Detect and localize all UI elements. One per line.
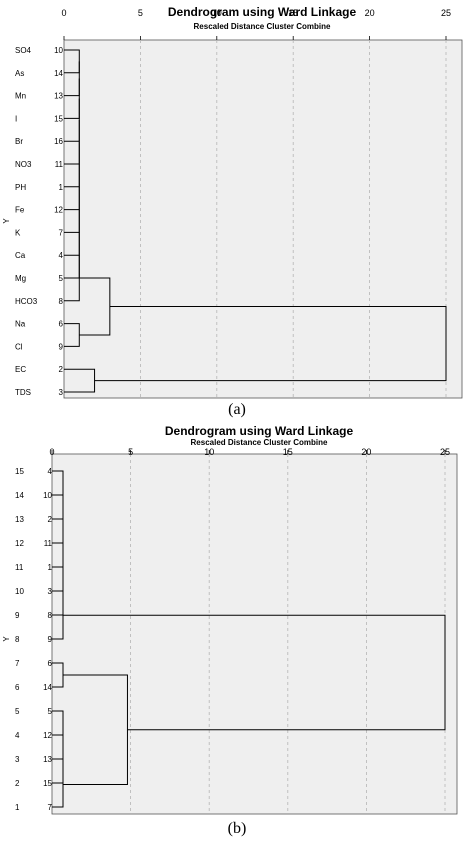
chart-title: Dendrogram using Ward Linkage: [168, 5, 357, 19]
leaf-name-label: HCO3: [15, 297, 38, 306]
leaf-name-label: Mg: [15, 274, 26, 283]
x-tick-label: 15: [288, 8, 298, 18]
leaf-id-label: 9: [59, 342, 64, 351]
leaf-name-label: 13: [15, 515, 24, 524]
leaf-id-label: 7: [59, 228, 64, 237]
leaf-name-label: 3: [15, 755, 20, 764]
leaf-name-label: 7: [15, 659, 20, 668]
leaf-name-label: 1: [15, 803, 20, 812]
leaf-name-label: Na: [15, 320, 26, 329]
leaf-id-label: 2: [48, 515, 53, 524]
x-tick-label: 5: [138, 8, 143, 18]
leaf-id-label: 5: [48, 707, 53, 716]
plot-area: [63, 39, 463, 399]
x-tick-label: 10: [204, 447, 214, 457]
y-axis-label: Y: [2, 218, 11, 224]
leaf-name-label: 6: [15, 683, 20, 692]
x-tick-label: 25: [440, 447, 450, 457]
leaf-name-label: 8: [15, 635, 20, 644]
dendrogram-link: [64, 255, 80, 302]
x-tick-label: 5: [128, 447, 133, 457]
dendrogram-a-svg: Dendrogram using Ward Linkage Rescaled Di…: [2, 5, 463, 399]
y-axis-label: Y: [2, 636, 11, 642]
leaf-name-label: EC: [15, 365, 26, 374]
leaf-id-label: 3: [59, 388, 64, 397]
leaf-name-label: 11: [15, 563, 24, 572]
leaf-name-label: 2: [15, 779, 20, 788]
leaf-name-label: 9: [15, 611, 20, 620]
x-tick-label: 15: [283, 447, 293, 457]
leaf-name-label: Cl: [15, 342, 23, 351]
leaf-id-label: 14: [54, 69, 63, 78]
dendrogram-link: [63, 614, 446, 731]
leaf-id-label: 13: [43, 755, 52, 764]
leaf-id-label: 2: [59, 365, 64, 374]
leaf-id-label: 11: [44, 539, 53, 548]
leaf-name-label: As: [15, 69, 24, 78]
leaf-id-label: 13: [54, 92, 63, 101]
leaf-id-label: 15: [54, 114, 63, 123]
leaf-id-label: 15: [43, 779, 52, 788]
x-tick-label: 0: [61, 8, 66, 18]
x-tick-label: 20: [365, 8, 375, 18]
leaf-id-label: 10: [43, 491, 52, 500]
leaf-id-label: 1: [59, 183, 64, 192]
leaf-id-label: 5: [59, 274, 64, 283]
dendrogram-link: [94, 306, 447, 382]
leaf-name-label: Mn: [15, 92, 26, 101]
leaf-id-label: 4: [59, 251, 64, 260]
caption-b: (b): [227, 820, 247, 837]
leaf-name-label: Fe: [15, 206, 25, 215]
leaf-id-label: 16: [54, 137, 63, 146]
x-tick-label: 10: [212, 8, 222, 18]
x-tick-label: 25: [441, 8, 451, 18]
chart-title: Dendrogram using Ward Linkage: [165, 424, 354, 438]
chart-subtitle: Rescaled Distance Cluster Combine: [191, 438, 328, 447]
dendrogram-link: [52, 762, 64, 808]
leaf-id-label: 10: [54, 46, 63, 55]
dendrogram-panel-b: Dendrogram using Ward Linkage Rescaled Di…: [0, 422, 474, 820]
leaf-name-label: 14: [15, 491, 24, 500]
leaf-name-label: NO3: [15, 160, 32, 169]
leaf-id-label: 8: [48, 611, 53, 620]
leaf-name-label: K: [15, 228, 21, 237]
leaf-name-label: 10: [15, 587, 24, 596]
leaf-id-label: 6: [48, 659, 53, 668]
plot-area: [51, 453, 458, 815]
leaf-name-label: PH: [15, 183, 26, 192]
leaf-id-label: 14: [43, 683, 52, 692]
leaf-id-label: 12: [43, 731, 52, 740]
leaf-name-label: 5: [15, 707, 20, 716]
x-tick-label: 0: [49, 447, 54, 457]
leaf-id-label: 8: [59, 297, 64, 306]
leaf-id-label: 9: [48, 635, 53, 644]
leaf-id-label: 3: [48, 587, 53, 596]
leaf-name-label: 15: [15, 467, 24, 476]
x-tick-label: 20: [361, 447, 371, 457]
leaf-name-label: Ca: [15, 251, 26, 260]
leaf-name-label: I: [15, 114, 17, 123]
caption-a: (a): [228, 401, 246, 418]
leaf-name-label: Br: [15, 137, 23, 146]
leaf-id-label: 11: [55, 160, 64, 169]
leaf-id-label: 4: [48, 467, 53, 476]
leaf-id-label: 12: [54, 206, 63, 215]
leaf-name-label: SO4: [15, 46, 32, 55]
dendrogram-panel-a: Dendrogram using Ward Linkage Rescaled Di…: [0, 0, 474, 400]
leaf-id-label: 6: [59, 320, 64, 329]
chart-subtitle: Rescaled Distance Cluster Combine: [194, 22, 331, 31]
leaf-id-label: 7: [48, 803, 53, 812]
leaf-name-label: 12: [15, 539, 24, 548]
leaf-name-label: TDS: [15, 388, 31, 397]
leaf-name-label: 4: [15, 731, 20, 740]
leaf-id-label: 1: [48, 563, 53, 572]
dendrogram-link: [52, 591, 64, 640]
